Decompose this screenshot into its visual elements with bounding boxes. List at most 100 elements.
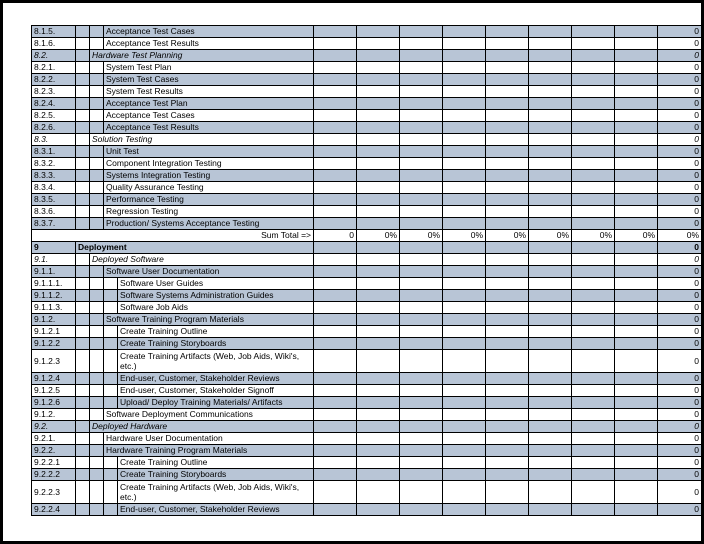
indent-cell (90, 409, 104, 421)
row-last-value: 0 (658, 134, 702, 146)
data-cell (357, 338, 400, 350)
data-cell (443, 158, 486, 170)
data-cell (572, 302, 615, 314)
row-label: Software Job Aids (118, 302, 314, 314)
row-last-value: 0 (658, 86, 702, 98)
row-last-value: 0 (658, 338, 702, 350)
row-last-value: 0 (658, 74, 702, 86)
row-id: 8.3.5. (32, 194, 76, 206)
data-cell (400, 182, 443, 194)
data-cell (443, 98, 486, 110)
indent-cell (90, 350, 104, 373)
data-cell (314, 110, 357, 122)
data-cell (314, 504, 357, 516)
data-cell (400, 445, 443, 457)
table-row: 9.1.2.Software Deployment Communications… (32, 409, 702, 421)
indent-cell (104, 397, 118, 409)
row-label: Software User Documentation (104, 266, 314, 278)
indent-cell (90, 385, 104, 397)
indent-cell (90, 110, 104, 122)
indent-cell (76, 314, 90, 326)
data-cell (314, 338, 357, 350)
row-label: Create Training Storyboards (118, 469, 314, 481)
data-cell (572, 74, 615, 86)
data-cell (443, 146, 486, 158)
data-cell (572, 326, 615, 338)
indent-cell (104, 350, 118, 373)
data-cell (486, 98, 529, 110)
data-cell (529, 409, 572, 421)
data-cell (400, 338, 443, 350)
row-id: 8.3.7. (32, 218, 76, 230)
data-cell (615, 194, 658, 206)
data-cell (615, 242, 658, 254)
data-cell (572, 254, 615, 266)
data-cell (529, 457, 572, 469)
data-cell (357, 373, 400, 385)
indent-cell (76, 38, 90, 50)
data-cell (314, 206, 357, 218)
data-cell (400, 146, 443, 158)
data-cell (400, 98, 443, 110)
data-cell (529, 278, 572, 290)
data-cell (357, 314, 400, 326)
data-cell (572, 504, 615, 516)
row-last-value: 0 (658, 421, 702, 433)
data-cell (529, 373, 572, 385)
table-row: 8.3. Solution Testing 0 (32, 134, 702, 146)
table-row: 9.1.1.2.Software Systems Administration … (32, 290, 702, 302)
data-cell (486, 146, 529, 158)
data-cell (572, 194, 615, 206)
data-cell (443, 50, 486, 62)
data-cell (314, 457, 357, 469)
data-cell (486, 469, 529, 481)
row-id: 8.3.1. (32, 146, 76, 158)
row-label: Acceptance Test Results (104, 38, 314, 50)
table-row: 9.2.Deployed Hardware0 (32, 421, 702, 433)
row-id: 9.1.2. (32, 409, 76, 421)
table-row: 8.2.Hardware Test Planning0 (32, 50, 702, 62)
data-cell (615, 254, 658, 266)
row-id: 9.1.2.6 (32, 397, 76, 409)
table-row: 8.2.4.Acceptance Test Plan0 (32, 98, 702, 110)
data-cell (529, 266, 572, 278)
row-id: 8.3. (32, 134, 76, 146)
data-cell (615, 62, 658, 74)
data-cell (443, 302, 486, 314)
data-cell (357, 397, 400, 409)
row-label: System Test Results (104, 86, 314, 98)
indent-cell (104, 373, 118, 385)
table-row: 9.2.2.1Create Training Outline0 (32, 457, 702, 469)
data-cell (529, 254, 572, 266)
row-last-value: 0 (658, 38, 702, 50)
table-row: 8.2.1.System Test Plan0 (32, 62, 702, 74)
row-id: 9.2.2.1 (32, 457, 76, 469)
data-cell (314, 182, 357, 194)
row-label: Solution Testing (90, 134, 314, 146)
data-cell (314, 146, 357, 158)
indent-cell (76, 50, 90, 62)
data-cell (615, 433, 658, 445)
data-cell (357, 206, 400, 218)
data-cell (572, 50, 615, 62)
row-id: 8.2.6. (32, 122, 76, 134)
row-label: Unit Test (104, 146, 314, 158)
data-cell (314, 314, 357, 326)
indent-cell (76, 409, 90, 421)
data-cell (357, 421, 400, 433)
indent-cell (76, 266, 90, 278)
data-cell (443, 409, 486, 421)
data-cell (615, 98, 658, 110)
row-last-value: 0 (658, 170, 702, 182)
indent-cell (90, 278, 104, 290)
row-id: 9.1.2. (32, 314, 76, 326)
data-cell (314, 326, 357, 338)
data-cell (314, 421, 357, 433)
table-row: 8.3.5.Performance Testing0 (32, 194, 702, 206)
indent-cell (76, 194, 90, 206)
indent-cell (76, 350, 90, 373)
indent-cell (104, 385, 118, 397)
data-cell (572, 158, 615, 170)
indent-cell (90, 302, 104, 314)
row-last-value: 0 (658, 62, 702, 74)
